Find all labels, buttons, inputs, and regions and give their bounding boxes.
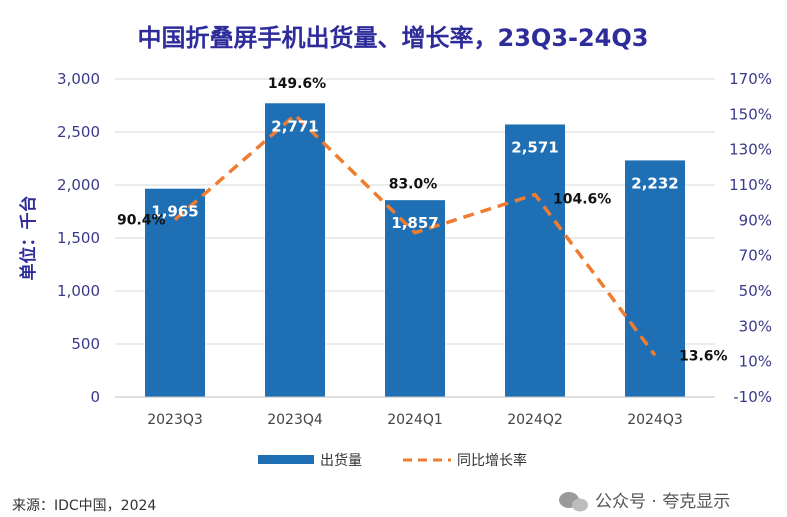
y-tick-label: 2,000 xyxy=(57,176,100,194)
axes: 0 500 1,000 1,500 2,000 2,500 3,000 -10% 10% 30% 5… xyxy=(57,70,772,428)
watermark-text: 公众号 · 夸克显示 xyxy=(595,492,730,512)
growth-value-label: 90.4% xyxy=(117,213,166,229)
y-tick-label: 2,500 xyxy=(57,123,100,141)
bar xyxy=(625,160,685,397)
legend-swatch-shipments xyxy=(258,455,314,464)
x-tick-label: 2023Q4 xyxy=(267,412,323,428)
growth-line xyxy=(173,113,657,357)
growth-value-label: 13.6% xyxy=(679,348,728,364)
y-tick-label: 1,000 xyxy=(57,282,100,300)
data-labels: 1,965 2,771 1,857 2,571 2,232 90.4% 149.6% 83.0… xyxy=(117,76,728,364)
bar-value-label: 1,965 xyxy=(151,203,198,221)
y2-tick-label: 150% xyxy=(729,105,772,123)
y-tick-label: 0 xyxy=(90,388,100,406)
y2-tick-label: 30% xyxy=(739,317,772,335)
growth-value-label: 149.6% xyxy=(268,76,326,92)
bar-value-label: 2,771 xyxy=(271,117,318,135)
y-tick-label: 3,000 xyxy=(57,70,100,88)
y2-tick-label: 50% xyxy=(739,282,772,300)
growth-value-label: 104.6% xyxy=(553,192,611,208)
bar-value-label: 2,571 xyxy=(511,138,558,156)
y2-tick-label: 170% xyxy=(729,70,772,88)
bar xyxy=(145,188,205,397)
source-note: 来源：IDC中国，2024 xyxy=(12,498,156,514)
y-tick-label: 1,500 xyxy=(57,229,100,247)
growth-value-label: 83.0% xyxy=(389,177,438,193)
y2-tick-label: 130% xyxy=(729,141,772,159)
x-tick-label: 2024Q3 xyxy=(627,412,683,428)
bar xyxy=(265,103,325,398)
y-axis-title: 单位：千台 xyxy=(18,196,39,281)
chart-title: 中国折叠屏手机出货量、增长率，23Q3-24Q3 xyxy=(138,24,649,52)
y2-tick-label: 70% xyxy=(739,247,772,265)
watermark: 公众号 · 夸克显示 xyxy=(559,492,730,512)
y2-tick-label: 110% xyxy=(729,176,772,194)
x-tick-label: 2023Q3 xyxy=(147,412,203,428)
x-tick-label: 2024Q2 xyxy=(507,412,563,428)
bar-value-label: 2,232 xyxy=(631,174,678,192)
bar xyxy=(505,124,565,397)
y-tick-label: 500 xyxy=(71,335,100,353)
legend: 出货量 同比增长率 xyxy=(258,452,527,469)
legend-label-growth: 同比增长率 xyxy=(457,452,527,469)
y2-tick-label: -10% xyxy=(733,388,772,406)
bar-value-label: 1,857 xyxy=(391,214,438,232)
growth-line-series xyxy=(173,113,657,357)
y2-tick-label: 90% xyxy=(739,211,772,229)
y2-tick-label: 10% xyxy=(739,353,772,371)
x-tick-label: 2024Q1 xyxy=(387,412,443,428)
bar-series xyxy=(145,103,685,398)
legend-label-shipments: 出货量 xyxy=(320,452,362,469)
wechat-icon xyxy=(559,492,588,512)
